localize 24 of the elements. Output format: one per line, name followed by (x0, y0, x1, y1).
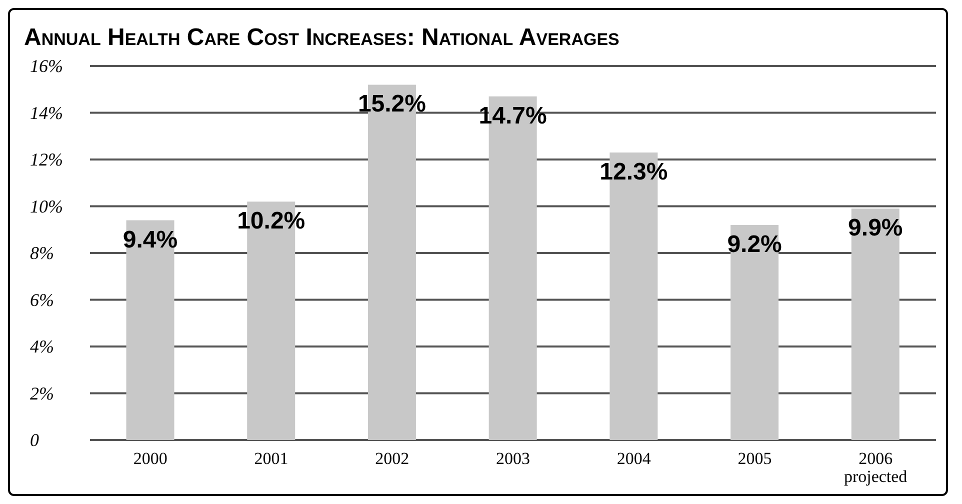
y-tick-label: 10% (30, 196, 63, 216)
data-label: 9.9% (848, 214, 903, 242)
chart-title: Annual Health Care Cost Increases: National Averages (23, 23, 620, 53)
data-label: 10.2% (237, 208, 306, 235)
data-label: 14.7% (478, 102, 547, 130)
x-tick-label: 2002 (375, 449, 410, 468)
data-label: 12.3% (600, 158, 668, 186)
x-tick-label: 2004 (616, 449, 652, 468)
y-tick-label: 14% (30, 102, 63, 123)
y-tick-label: 4% (30, 336, 54, 356)
y-tick-label: 12% (30, 150, 63, 170)
y-tick-label: 16% (30, 56, 63, 76)
x-tick-label: 2006 projected (844, 449, 908, 486)
y-tick-label: 6% (30, 290, 54, 310)
data-label: 15.2% (358, 90, 426, 118)
data-label: 9.2% (727, 230, 782, 258)
y-tick-label: 2% (30, 383, 54, 404)
x-tick-label: 2005 (738, 449, 772, 468)
y-tick-label: 0 (30, 430, 39, 450)
x-tick-label: 2000 (133, 449, 168, 468)
y-tick-label: 8% (30, 243, 54, 263)
x-tick-label: 2001 (254, 449, 288, 468)
x-tick-label: 2003 (496, 449, 530, 468)
data-label: 9.4% (122, 226, 178, 254)
